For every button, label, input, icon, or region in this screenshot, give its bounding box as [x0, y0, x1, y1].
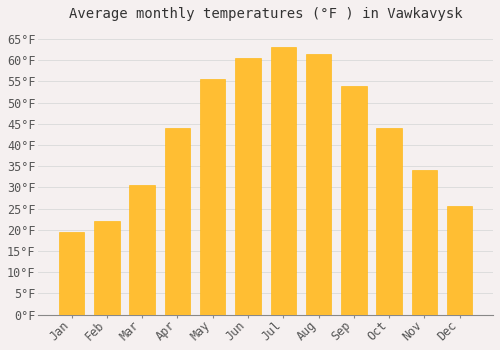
- Bar: [412, 170, 437, 315]
- Bar: [130, 185, 155, 315]
- Bar: [270, 48, 296, 315]
- Bar: [94, 221, 120, 315]
- Title: Average monthly temperatures (°F ) in Vawkavysk: Average monthly temperatures (°F ) in Va…: [69, 7, 462, 21]
- Bar: [164, 128, 190, 315]
- Bar: [447, 206, 472, 315]
- Bar: [376, 128, 402, 315]
- Bar: [341, 86, 366, 315]
- Bar: [59, 232, 84, 315]
- Bar: [306, 54, 332, 315]
- Bar: [200, 79, 226, 315]
- Bar: [236, 58, 260, 315]
